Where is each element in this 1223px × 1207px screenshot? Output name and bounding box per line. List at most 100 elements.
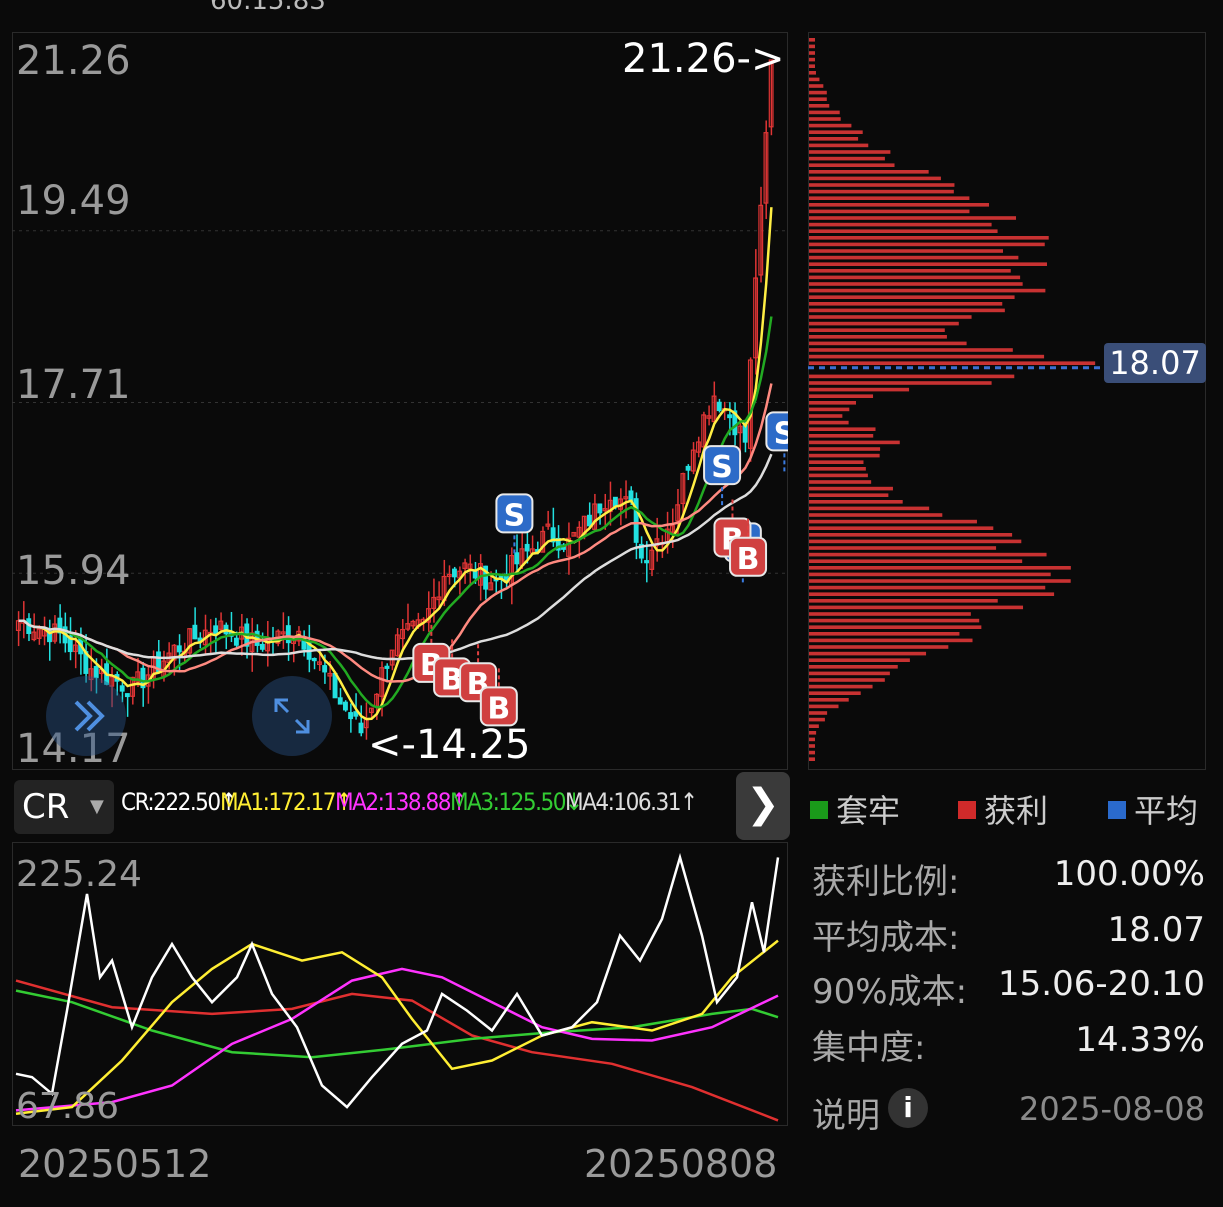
chip-bar xyxy=(809,348,1013,352)
chip-bar xyxy=(809,163,895,167)
cost90-label: 90%成本: xyxy=(812,972,968,1012)
candle-body xyxy=(623,496,629,500)
chip-bar xyxy=(809,255,1019,260)
chip-bar xyxy=(809,354,1045,359)
candle-body xyxy=(140,667,146,689)
chip-bar xyxy=(809,90,827,95)
candle-body xyxy=(649,549,655,570)
chip-bar xyxy=(809,572,1051,577)
chip-bar xyxy=(809,335,947,339)
candle-body xyxy=(768,59,774,128)
chip-bar xyxy=(809,434,874,438)
signal-letter: B xyxy=(737,542,760,577)
candle-body xyxy=(337,697,343,705)
chip-bar xyxy=(809,282,1023,286)
chip-bar xyxy=(809,196,970,200)
chip-bar xyxy=(809,387,910,392)
candle-body xyxy=(342,701,348,711)
indicator-chart-svg xyxy=(15,852,780,1122)
chip-bar xyxy=(809,731,817,735)
chevron-right-icon: ❯ xyxy=(746,781,780,827)
chip-bar xyxy=(809,414,843,418)
help-label[interactable]: 说明 xyxy=(812,1096,880,1136)
price-chart-panel[interactable] xyxy=(12,32,788,770)
chip-bar xyxy=(809,447,881,451)
chip-bar xyxy=(809,242,1045,247)
candle-body xyxy=(31,631,37,641)
chip-bar xyxy=(809,137,859,141)
chip-bar xyxy=(809,440,900,445)
chip-bar xyxy=(809,526,994,530)
chip-bar xyxy=(809,209,970,214)
ma40-line xyxy=(18,453,773,661)
sell-signal-badge xyxy=(703,445,742,486)
chip-bar xyxy=(809,513,943,517)
info-icon[interactable]: i xyxy=(888,1088,928,1128)
chip-bar xyxy=(809,170,929,174)
chip-bar xyxy=(809,618,980,623)
candle-body xyxy=(758,204,764,276)
x-end-date-label: 20250808 xyxy=(584,1142,778,1186)
candle-body xyxy=(462,562,468,570)
chip-bar xyxy=(809,546,997,550)
chip-bar xyxy=(809,394,874,398)
chip-bar xyxy=(809,519,977,524)
chip-bar xyxy=(809,189,954,194)
candle-body xyxy=(763,132,769,204)
cost90-value: 15.06-20.10 xyxy=(998,964,1205,1004)
indicator-chart-panel[interactable] xyxy=(12,842,788,1126)
candle-body xyxy=(477,563,483,586)
chip-bar xyxy=(809,71,816,75)
candle-body xyxy=(88,668,94,681)
chip-bar xyxy=(809,308,1005,313)
candle-body xyxy=(394,634,400,657)
scroll-forward-button[interactable] xyxy=(46,676,126,756)
y-tick-label: 14.17 xyxy=(16,726,131,772)
candle-body xyxy=(597,503,603,514)
expand-icon xyxy=(274,698,310,734)
candle-body xyxy=(670,525,675,533)
candle-body xyxy=(156,651,161,673)
chip-bar xyxy=(809,500,903,504)
indicator-select[interactable]: CR xyxy=(14,780,114,834)
candle-body xyxy=(405,623,411,630)
candle-body xyxy=(706,415,712,419)
candle-body xyxy=(727,414,733,419)
candle-body xyxy=(47,630,52,643)
fullscreen-button[interactable] xyxy=(252,676,332,756)
chip-bar xyxy=(809,717,825,722)
indicator-y-min-label: 67.86 xyxy=(16,1086,120,1127)
candle-body xyxy=(555,537,561,551)
chip-bar xyxy=(809,117,841,121)
sell-signal-badge xyxy=(495,493,534,534)
candle-body xyxy=(379,667,385,697)
chip-bar xyxy=(809,671,890,676)
chip-bar xyxy=(809,51,815,55)
ma4-value: MA4:106.31↑ xyxy=(565,788,698,816)
chip-bar xyxy=(809,341,967,346)
double-chevron-right-icon xyxy=(74,700,105,732)
next-indicator-button[interactable]: ❯ xyxy=(736,772,790,840)
chip-bar xyxy=(809,321,959,326)
chip-bar xyxy=(809,156,885,161)
chip-bar xyxy=(809,473,868,478)
candle-body xyxy=(701,414,707,448)
chip-bar xyxy=(809,599,998,603)
chip-bar xyxy=(809,361,1096,365)
average-cost-badge: 18.07 xyxy=(1104,343,1206,383)
chip-bar xyxy=(809,612,971,616)
buy-signal-badge xyxy=(479,686,518,727)
chip-bar xyxy=(809,295,1015,299)
y-tick-label: 15.94 xyxy=(16,548,131,594)
chip-bar xyxy=(809,744,815,748)
chip-bar xyxy=(809,566,1071,570)
signal-letter: S xyxy=(774,416,788,451)
candle-body xyxy=(187,628,193,654)
candle-body xyxy=(259,643,265,650)
chip-bar xyxy=(809,559,1023,563)
candle-body xyxy=(311,657,317,662)
chip-bar xyxy=(809,288,1046,293)
chip-bar xyxy=(809,222,992,227)
chip-bar xyxy=(809,605,1024,610)
candle-body xyxy=(737,425,743,434)
